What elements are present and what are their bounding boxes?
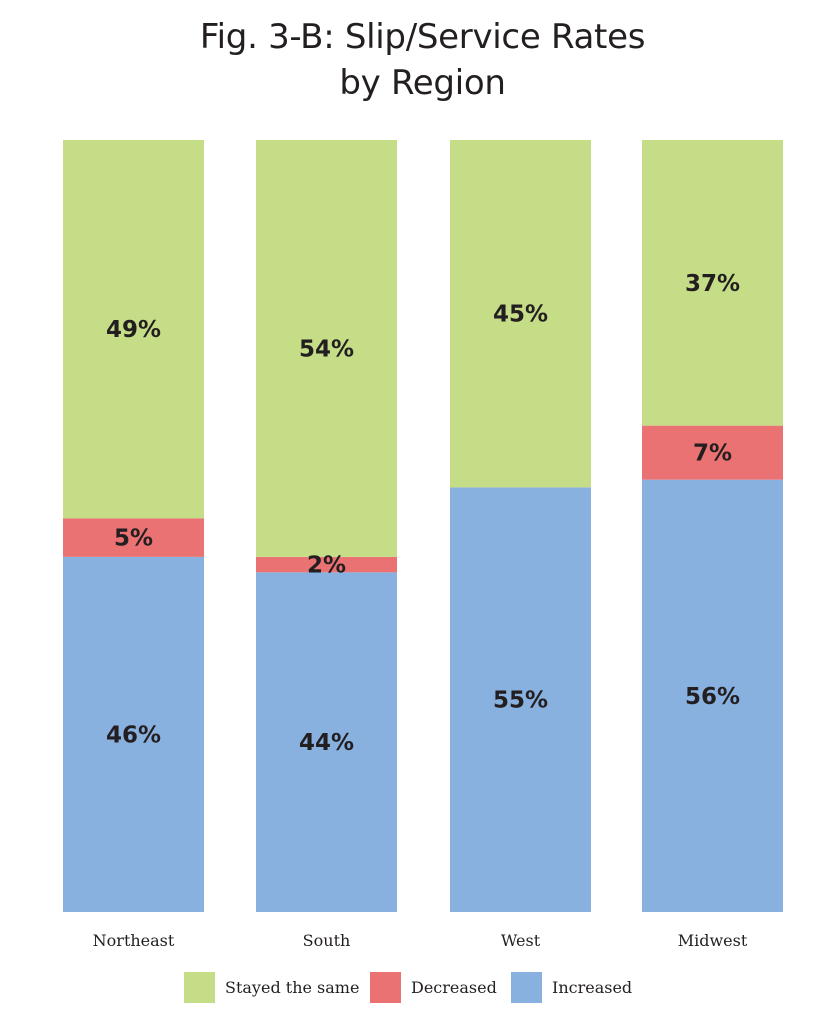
legend: Stayed the same Decreased Increased xyxy=(184,972,632,1003)
bar-midwest-stayed-the-same xyxy=(642,140,783,426)
bar-northeast-stayed-the-same xyxy=(63,140,204,519)
chart-title-line-1: Fig. 3-B: Slip/Service Rates xyxy=(199,17,646,57)
category-label-south: South xyxy=(303,931,351,950)
category-labels-group: Northeast South West Midwest xyxy=(93,931,748,950)
bar-northeast-increased xyxy=(63,556,204,912)
category-label-midwest: Midwest xyxy=(678,931,748,950)
category-label-west: West xyxy=(501,931,541,950)
segment-labels-group: 46% 5% 49% 44% 2% 54% 55% 45% 56% 7% 37% xyxy=(106,271,740,756)
category-label-northeast: Northeast xyxy=(93,931,175,950)
bar-south-decreased xyxy=(256,556,397,573)
data-label-west-stayed-the-same: 45% xyxy=(493,302,548,328)
data-label-northeast-decreased: 5% xyxy=(114,526,153,552)
data-label-south-decreased: 2% xyxy=(307,553,346,579)
bars-group xyxy=(63,140,783,912)
bar-south-stayed-the-same xyxy=(256,140,397,557)
legend-label-increased: Increased xyxy=(552,978,632,997)
data-label-midwest-increased: 56% xyxy=(685,684,740,710)
chart-title: Fig. 3-B: Slip/Service Rates by Region xyxy=(0,14,823,106)
data-label-south-increased: 44% xyxy=(299,730,354,756)
data-label-midwest-decreased: 7% xyxy=(693,441,732,467)
bar-south-increased xyxy=(256,572,397,912)
legend-label-stayed-the-same: Stayed the same xyxy=(225,978,359,997)
bar-midwest-decreased xyxy=(642,425,783,480)
bar-west-stayed-the-same xyxy=(450,140,591,488)
chart-title-line-2: by Region xyxy=(339,63,506,103)
bar-west-increased xyxy=(450,487,591,912)
legend-swatch-increased xyxy=(511,972,542,1003)
data-label-west-increased: 55% xyxy=(493,688,548,714)
data-label-northeast-increased: 46% xyxy=(106,722,161,748)
data-label-northeast-stayed-the-same: 49% xyxy=(106,317,161,343)
bar-northeast-decreased xyxy=(63,518,204,557)
legend-label-decreased: Decreased xyxy=(411,978,497,997)
data-label-south-stayed-the-same: 54% xyxy=(299,336,354,362)
legend-swatch-stayed-the-same xyxy=(184,972,215,1003)
legend-swatch-decreased xyxy=(370,972,401,1003)
data-label-midwest-stayed-the-same: 37% xyxy=(685,271,740,297)
bar-midwest-increased xyxy=(642,479,783,912)
